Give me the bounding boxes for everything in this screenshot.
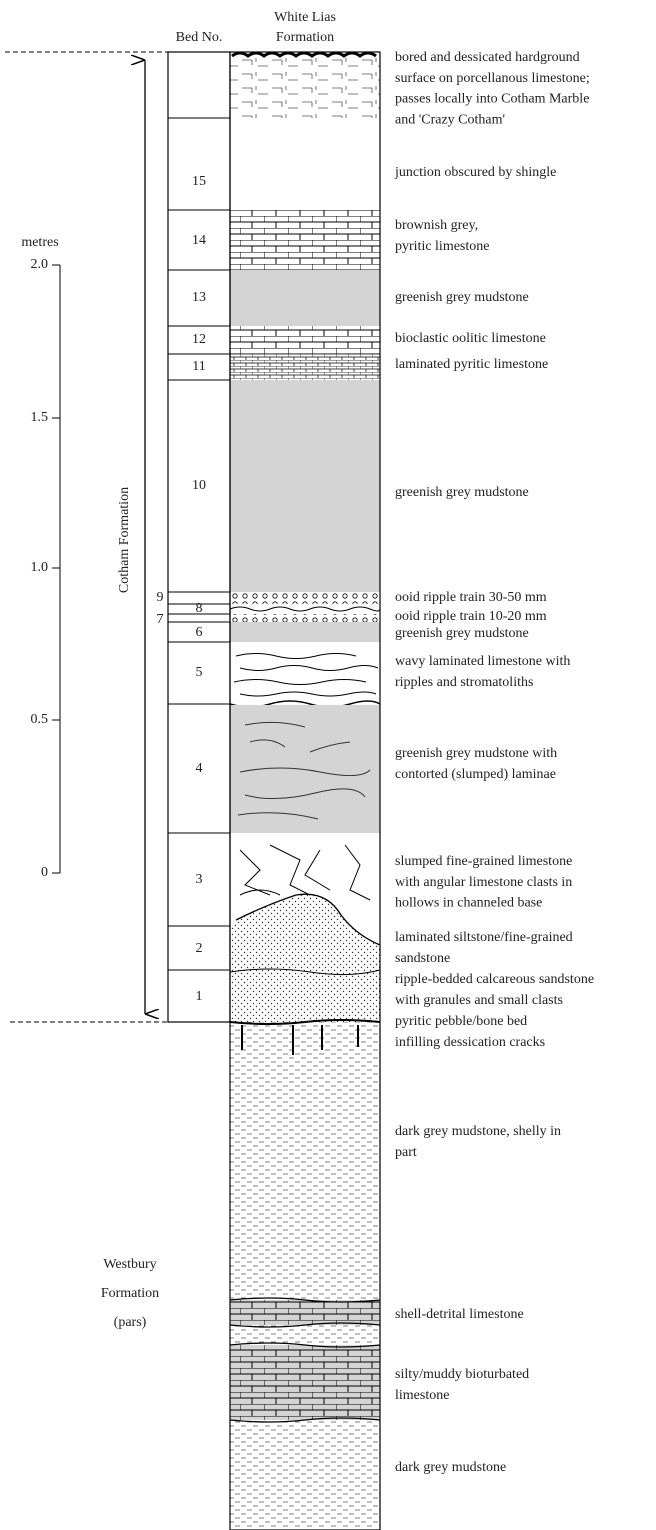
bed-description: with granules and small clasts [395, 993, 563, 1008]
bed-description: sandstone [395, 951, 450, 966]
bed-number: 9 [157, 590, 164, 605]
bed-description: junction obscured by shingle [394, 165, 556, 180]
bed-number: 11 [192, 359, 205, 374]
bed-description: brownish grey, [395, 218, 478, 233]
bed-number: 13 [192, 290, 206, 305]
scale-tick-label: 0.5 [31, 712, 49, 727]
bed-description: greenish grey mudstone with [395, 746, 557, 761]
bed-description: ripple-bedded calcareous sandstone [395, 972, 594, 987]
bed-number: 15 [192, 174, 206, 189]
formation-header: White Lias [274, 10, 336, 25]
bed-number: 12 [192, 332, 206, 347]
bed-description: bioclastic oolitic limestone [395, 331, 546, 346]
bed-description: greenish grey mudstone [395, 485, 529, 500]
scale-tick-label: 0 [41, 865, 48, 880]
bed-description: pyritic pebble/bone bed [395, 1014, 527, 1029]
bed-number: 8 [196, 601, 203, 616]
bed-description: slumped fine-grained limestone [395, 854, 572, 869]
bed-description: bored and dessicated hardground [395, 50, 580, 65]
bed-description: contorted (slumped) laminae [395, 767, 556, 782]
bed-description: shell-detrital limestone [395, 1307, 524, 1322]
lithology [230, 52, 380, 1530]
bed-number: 7 [157, 612, 164, 627]
formation-header: Formation [276, 30, 334, 45]
bed-description: dark grey mudstone [395, 1460, 506, 1475]
bed-description: infilling dessication cracks [395, 1035, 545, 1050]
bed-number: 4 [196, 761, 203, 776]
bed-description: passes locally into Cotham Marble [395, 92, 589, 107]
bed-number: 2 [196, 941, 203, 956]
bed-description: ooid ripple train 10-20 mm [395, 609, 547, 624]
scale-unit: metres [21, 235, 58, 250]
bed-description: pyritic limestone [395, 239, 489, 254]
westbury-label: (pars) [114, 1315, 147, 1330]
cotham-label: Cotham Formation [117, 487, 132, 593]
bed-number: 3 [196, 872, 203, 887]
bed-description: silty/muddy bioturbated [395, 1367, 529, 1382]
bed-description: limestone [395, 1388, 449, 1403]
scale-tick-label: 2.0 [31, 257, 49, 272]
bed-description: dark grey mudstone, shelly in [395, 1124, 561, 1139]
scale-tick-label: 1.0 [31, 560, 49, 575]
bed-description: laminated pyritic limestone [395, 357, 548, 372]
westbury-label: Westbury [103, 1257, 156, 1272]
bed-description: wavy laminated limestone with [395, 654, 570, 669]
bed-number: 6 [196, 625, 203, 640]
bed-number: 5 [196, 665, 203, 680]
bed-description: with angular limestone clasts in [395, 875, 572, 890]
bed-description: ripples and stromatoliths [395, 675, 533, 690]
bed-description: hollows in channeled base [395, 896, 542, 911]
bed-description: and 'Crazy Cotham' [395, 112, 505, 127]
bed-description: surface on porcellanous limestone; [395, 71, 590, 86]
bed-description: laminated siltstone/fine-grained [395, 930, 573, 945]
scale-tick-label: 1.5 [31, 410, 49, 425]
stratigraphic-log: Bed No. White Lias Formation metres 2.0 1.5 1.… [0, 0, 656, 1530]
bed-no-header: Bed No. [176, 30, 223, 45]
bed-description: greenish grey mudstone [395, 290, 529, 305]
westbury-label: Formation [101, 1286, 159, 1301]
bed-number: 14 [192, 233, 206, 248]
bed-description: part [395, 1145, 417, 1160]
bed-number: 1 [196, 989, 203, 1004]
bed-description: greenish grey mudstone [395, 626, 529, 641]
bed-description: ooid ripple train 30-50 mm [395, 590, 547, 605]
bed-number: 10 [192, 478, 206, 493]
